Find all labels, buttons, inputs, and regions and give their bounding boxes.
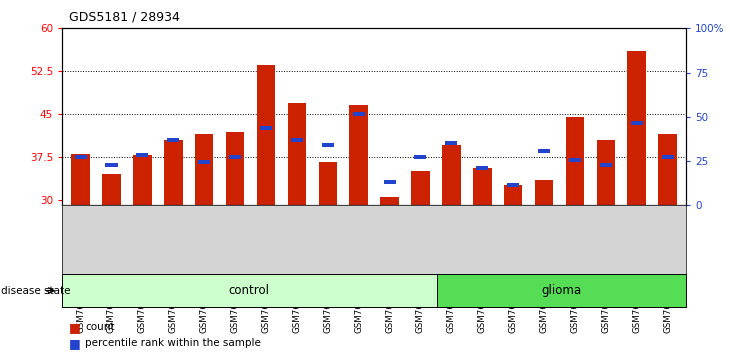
Bar	[102, 174, 120, 205]
Bar	[167, 138, 180, 142]
Bar	[504, 185, 523, 205]
Bar	[195, 134, 213, 205]
Bar	[442, 145, 461, 205]
Bar	[661, 155, 674, 159]
Bar	[353, 112, 365, 116]
Bar	[538, 149, 550, 153]
Bar	[318, 162, 337, 205]
Bar	[507, 183, 519, 187]
Text: percentile rank within the sample: percentile rank within the sample	[85, 338, 261, 348]
Text: ■: ■	[69, 337, 81, 350]
Bar	[473, 168, 491, 205]
Bar	[631, 120, 643, 125]
Bar	[164, 140, 182, 205]
Bar	[445, 141, 458, 144]
Bar	[288, 103, 306, 205]
Bar	[383, 181, 396, 184]
Bar	[105, 163, 118, 167]
Bar	[569, 158, 581, 162]
Bar	[380, 197, 399, 205]
Bar	[260, 126, 272, 130]
Bar	[133, 155, 152, 205]
Bar	[291, 138, 303, 142]
Bar	[350, 105, 368, 205]
Bar	[137, 153, 148, 157]
Bar	[628, 51, 646, 205]
Bar	[535, 179, 553, 205]
Bar	[74, 155, 87, 159]
Text: count: count	[85, 322, 115, 332]
Bar	[658, 134, 677, 205]
Text: GDS5181 / 28934: GDS5181 / 28934	[69, 11, 180, 24]
Text: glioma: glioma	[542, 284, 581, 297]
Text: disease state: disease state	[1, 286, 70, 296]
Text: control: control	[228, 284, 270, 297]
Bar	[198, 160, 210, 165]
Bar	[229, 155, 241, 159]
Bar	[322, 143, 334, 147]
Bar	[415, 155, 426, 159]
Bar	[72, 154, 90, 205]
Bar	[476, 166, 488, 170]
Bar	[596, 140, 615, 205]
Bar	[600, 163, 612, 167]
Bar	[226, 132, 245, 205]
Text: ■: ■	[69, 321, 81, 334]
Bar	[566, 117, 584, 205]
Bar	[411, 171, 430, 205]
Bar	[257, 65, 275, 205]
